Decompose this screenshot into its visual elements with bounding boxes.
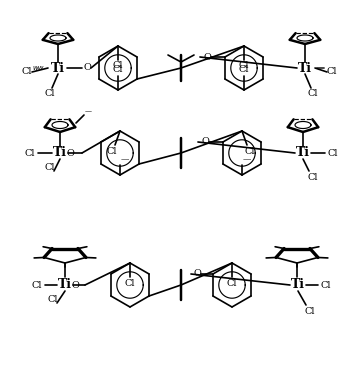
Text: Cl: Cl	[328, 148, 338, 157]
Text: —: —	[121, 155, 129, 163]
Text: Cl: Cl	[308, 90, 318, 98]
Text: Ti: Ti	[53, 147, 67, 160]
Text: Cl: Cl	[245, 147, 255, 156]
Text: Cl: Cl	[22, 68, 32, 76]
Text: O: O	[203, 53, 211, 62]
Text: Cl: Cl	[107, 147, 117, 156]
Text: —: —	[243, 155, 251, 163]
Text: Cl: Cl	[45, 90, 55, 98]
Text: Ti: Ti	[296, 147, 310, 160]
Text: Cl: Cl	[327, 68, 337, 76]
Text: Cl: Cl	[239, 66, 249, 75]
Text: Ti: Ti	[291, 279, 305, 292]
Text: Cl: Cl	[227, 279, 237, 288]
Text: O: O	[193, 270, 201, 279]
Text: Cl: Cl	[305, 307, 315, 316]
Text: Cl: Cl	[113, 66, 123, 75]
Text: Cl: Cl	[125, 279, 135, 288]
Text: Cl: Cl	[45, 163, 55, 172]
Text: Cl: Cl	[113, 62, 123, 70]
Text: Cl: Cl	[48, 295, 58, 304]
Text: O: O	[66, 148, 74, 157]
Text: Ti: Ti	[298, 62, 312, 75]
Text: Cl: Cl	[25, 148, 35, 157]
Text: —: —	[85, 107, 91, 115]
Text: O: O	[71, 280, 79, 289]
Text: ww: ww	[32, 65, 44, 71]
Text: Cl: Cl	[308, 172, 318, 182]
Text: Cl: Cl	[239, 62, 249, 70]
Text: Ti: Ti	[58, 279, 72, 292]
Text: Cl: Cl	[321, 280, 331, 289]
Text: Cl: Cl	[32, 280, 42, 289]
Text: O: O	[201, 138, 209, 147]
Text: Ti: Ti	[51, 62, 65, 75]
Text: O: O	[83, 63, 91, 72]
